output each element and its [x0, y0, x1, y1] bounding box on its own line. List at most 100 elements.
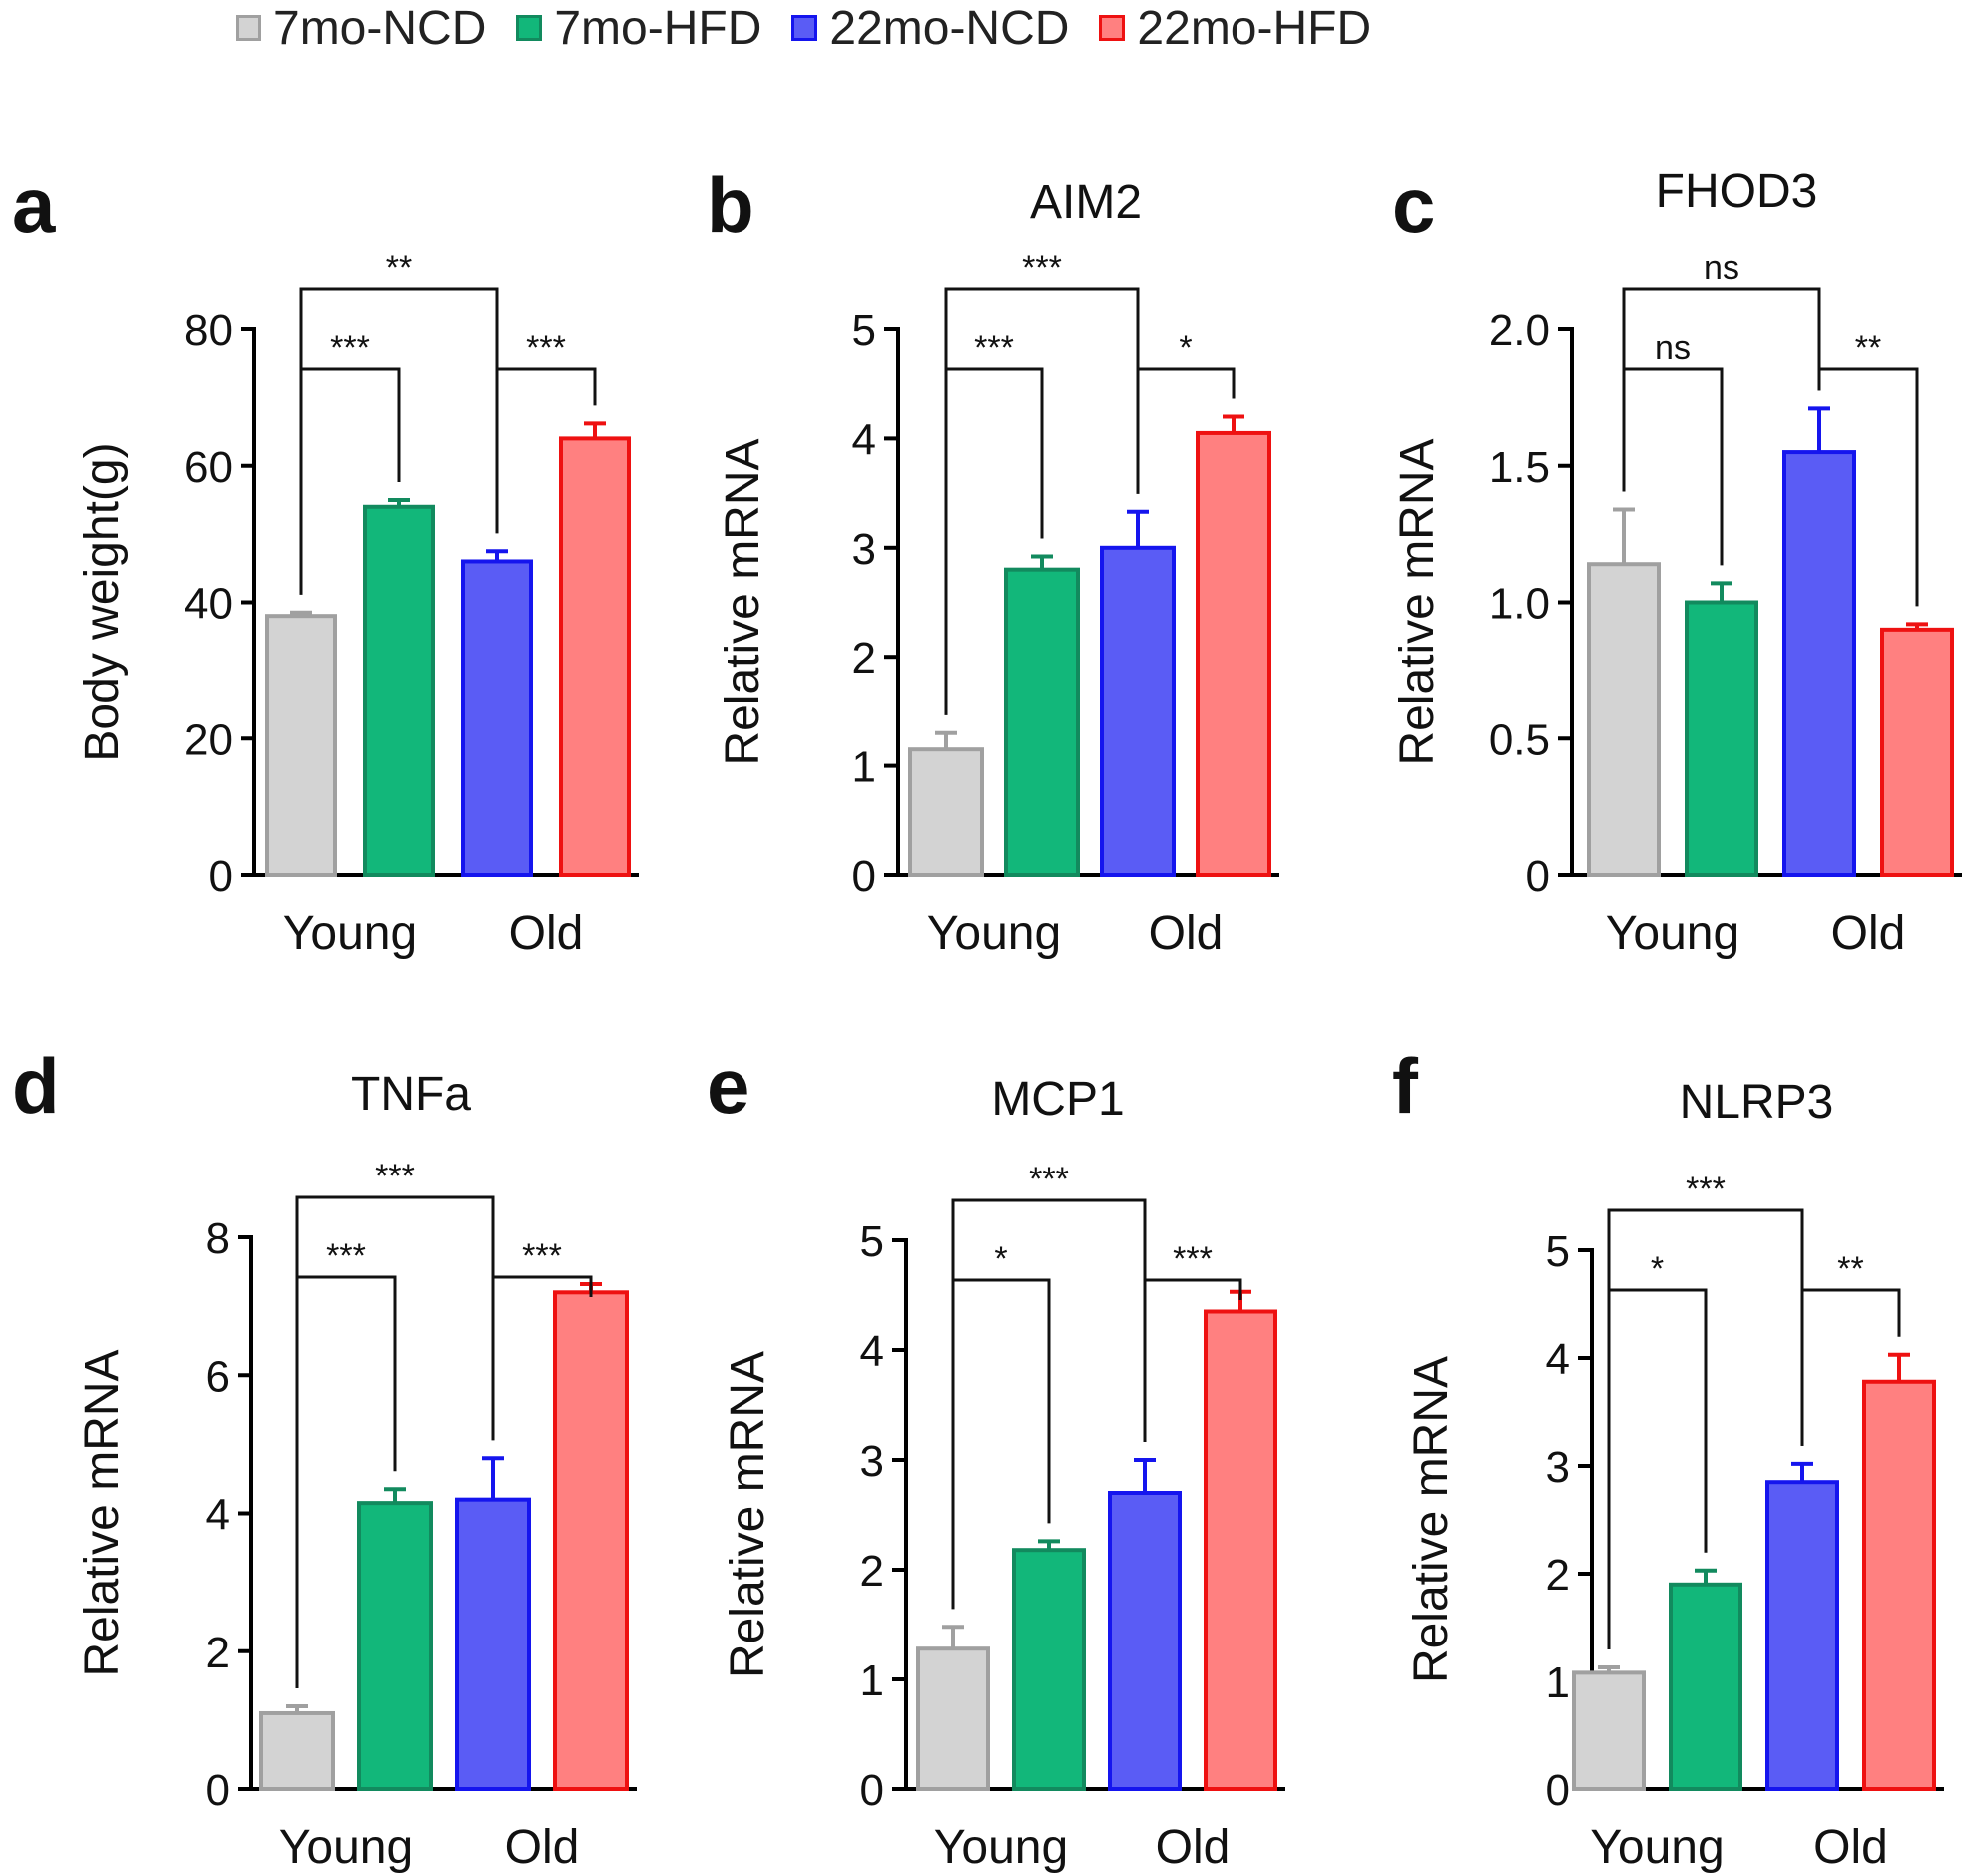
panel-f-bar-7mo-hfd [1669, 1582, 1742, 1792]
panel-e-sig-label: *** [1029, 1161, 1069, 1198]
panel-d-ytick-label: 0 [206, 1766, 230, 1815]
panel-f-bar-22mo-ncd [1765, 1480, 1839, 1791]
panel-f-ytick-label: 1 [1546, 1658, 1570, 1707]
panel-e-ytick-label: 1 [860, 1656, 884, 1705]
panel-a-ytick-label: 20 [184, 715, 233, 764]
panel-d-bar-7mo-hfd [357, 1501, 433, 1791]
panel-e-ytick-label: 3 [860, 1437, 884, 1486]
panel-d-ytick-label: 2 [206, 1629, 230, 1677]
panel-d-sig-bracket [295, 1195, 495, 1689]
panel-c-bar-7mo-hfd [1685, 600, 1758, 877]
panel-d-bar-22mo-hfd [553, 1290, 629, 1792]
panel-d-sig-label: *** [375, 1158, 415, 1195]
panel-a-bar-22mo-hfd [559, 436, 631, 877]
panel-f-sig-label: ** [1837, 1250, 1863, 1288]
panel-d-ytick-label: 6 [206, 1352, 230, 1401]
panel-b-sig-bracket [944, 287, 1140, 715]
panel-e-sig-bracket [951, 1198, 1147, 1610]
panel-b-sig-label: *** [974, 329, 1014, 367]
legend-label-7mo-ncd: 7mo-NCD [273, 1, 487, 55]
legend-swatch-22mo-ncd [791, 15, 818, 41]
legend-item-7mo-hfd: 7mo-HFD [516, 1, 761, 56]
panel-e-ytick-label: 4 [860, 1327, 884, 1376]
panel-b-group-label: Young [927, 907, 1061, 960]
panel-b-ytick-label: 3 [852, 525, 876, 574]
panel-b-sig-label: * [1179, 329, 1192, 367]
panel-c-ylabel: Relative mRNA [1391, 438, 1444, 765]
panel-c-bar-7mo-ncd [1587, 562, 1661, 878]
panel-a-sig-bracket [299, 287, 499, 595]
panel-a-ytick-label: 80 [184, 306, 233, 355]
panel-d-group-label: Old [505, 1821, 580, 1874]
panel-b-ytick-label: 2 [852, 634, 876, 683]
panel-b-letter: b [707, 161, 754, 248]
panel-e-ytick-label: 0 [860, 1766, 884, 1815]
panel-b-ytick-label: 1 [852, 743, 876, 792]
panel-f-ytick-label: 5 [1546, 1227, 1570, 1276]
panel-a-sig-label: ** [386, 249, 412, 287]
panel-e-ytick-label: 2 [860, 1547, 884, 1596]
panel-d-letter: d [12, 1042, 60, 1130]
panel-e-sig-label: * [994, 1240, 1007, 1278]
panel-e-title: MCP1 [991, 1073, 1124, 1126]
panel-f-sig-label: *** [1686, 1171, 1726, 1208]
panel-f-sig-label: * [1651, 1250, 1664, 1288]
panel-f-title: NLRP3 [1680, 1076, 1834, 1129]
panel-c-bar-22mo-hfd [1880, 627, 1954, 877]
panel-a-bar-7mo-ncd [265, 614, 337, 877]
panel-c-ytick-label: 1.5 [1489, 443, 1550, 492]
panel-b-title: AIM2 [1030, 176, 1142, 229]
panel-b-ylabel: Relative mRNA [717, 438, 769, 765]
legend-item-22mo-hfd: 22mo-HFD [1099, 1, 1371, 56]
panel-d-title: TNFa [351, 1068, 471, 1121]
panel-c-ytick-label: 0.5 [1489, 715, 1550, 764]
panel-c-title: FHOD3 [1656, 165, 1818, 218]
panel-c-letter: c [1392, 161, 1435, 248]
panel-c-group-label: Young [1606, 907, 1739, 960]
panel-b-ytick-label: 4 [852, 415, 876, 464]
panel-d-bar-22mo-ncd [455, 1497, 531, 1792]
panel-c-sig-label: ns [1655, 329, 1691, 367]
panel-b-bar-7mo-hfd [1004, 567, 1080, 877]
legend-label-7mo-hfd: 7mo-HFD [554, 1, 762, 55]
panel-b-bar-7mo-ncd [908, 747, 984, 877]
panel-f-ytick-label: 0 [1546, 1766, 1570, 1815]
panel-c-group-label: Old [1831, 907, 1906, 960]
panel-e-bar-7mo-ncd [916, 1646, 990, 1791]
panel-a-ylabel: Body weight(g) [76, 442, 129, 761]
panel-a-ytick-label: 40 [184, 580, 233, 629]
legend-swatch-7mo-ncd [236, 15, 261, 41]
panel-a-bar-7mo-hfd [363, 504, 435, 877]
panel-b-ytick-label: 5 [852, 306, 876, 355]
legend-item-22mo-ncd: 22mo-NCD [791, 1, 1069, 56]
panel-a-ytick-label: 60 [184, 443, 233, 492]
panel-e-group-label: Young [934, 1821, 1068, 1874]
panel-f-sig-bracket [1607, 1208, 1804, 1649]
panel-c-sig-bracket [1622, 367, 1724, 566]
panel-e-sig-label: *** [1173, 1240, 1213, 1278]
panel-f-group-label: Young [1590, 1821, 1724, 1874]
panel-b-group-label: Old [1149, 907, 1224, 960]
panel-f-ytick-label: 2 [1546, 1551, 1570, 1600]
panel-a-letter: a [12, 161, 56, 248]
panel-d-sig-label: *** [326, 1237, 366, 1275]
panel-b-ytick-label: 0 [852, 852, 876, 901]
panel-c-sig-label: ** [1855, 329, 1881, 367]
panel-b-bar-22mo-hfd [1196, 430, 1271, 877]
legend-label-22mo-ncd: 22mo-NCD [829, 1, 1070, 55]
panel-f-ytick-label: 3 [1546, 1443, 1570, 1492]
panel-d-ytick-label: 8 [206, 1214, 230, 1263]
panel-c-ytick-label: 1.0 [1489, 580, 1550, 629]
panel-e-ylabel: Relative mRNA [722, 1351, 774, 1678]
legend-item-7mo-ncd: 7mo-NCD [236, 1, 486, 56]
panel-a-group-label: Old [509, 907, 584, 960]
panel-f-group-label: Old [1813, 1821, 1888, 1874]
panel-f-ylabel: Relative mRNA [1405, 1356, 1458, 1683]
panel-a-sig-label: *** [330, 329, 370, 367]
panel-e-bar-22mo-hfd [1204, 1309, 1277, 1791]
panel-d-sig-label: *** [522, 1237, 562, 1275]
panel-c-sig-bracket [1622, 287, 1821, 492]
panel-d-bar-7mo-ncd [259, 1710, 335, 1792]
